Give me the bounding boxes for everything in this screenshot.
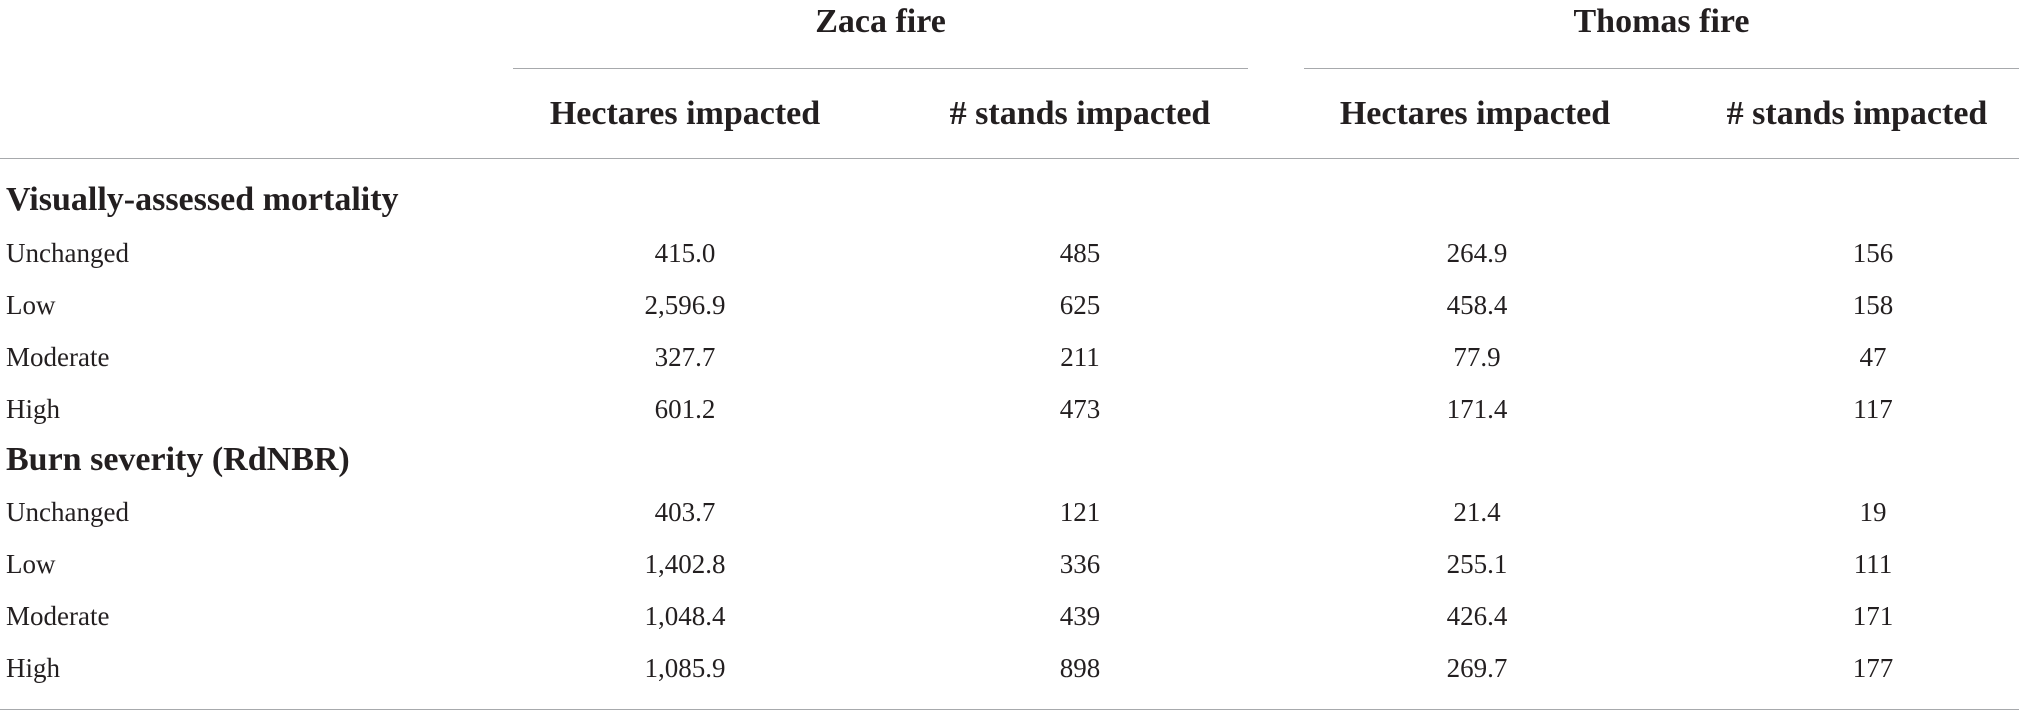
row-label: Low (6, 290, 56, 320)
table-cell: 171 (1852, 601, 1894, 631)
row-label: Moderate (6, 601, 110, 631)
group-header-thomas-fire: Thomas fire (1573, 3, 1750, 40)
table-cell: 211 (1060, 342, 1100, 372)
table-cell: 485 (1059, 238, 1101, 268)
bottom-rule (0, 709, 2019, 710)
table-cell: 19 (1859, 497, 1887, 527)
table-cell: 156 (1852, 238, 1894, 268)
table-cell: 601.2 (654, 394, 716, 424)
table-cell: 111 (1853, 549, 1893, 579)
column-header-zaca-hectares: Hectares impacted (549, 95, 821, 132)
table-cell: 403.7 (654, 497, 716, 527)
group-header-zaca-fire: Zaca fire (815, 3, 946, 40)
row-label: Unchanged (6, 238, 129, 268)
row-label: Low (6, 549, 56, 579)
section-title-visually-assessed-mortality: Visually-assessed mortality (6, 181, 399, 218)
table-cell: 336 (1059, 549, 1101, 579)
column-header-thomas-stands: # stands impacted (1726, 95, 1988, 132)
table-cell: 117 (1853, 394, 1893, 424)
table-cell: 439 (1059, 601, 1101, 631)
row-label: Unchanged (6, 497, 129, 527)
table-cell: 121 (1059, 497, 1101, 527)
table-cell: 625 (1059, 290, 1101, 320)
row-label: Moderate (6, 342, 110, 372)
table-cell: 269.7 (1446, 653, 1508, 683)
table-cell: 158 (1852, 290, 1894, 320)
table-cell: 177 (1852, 653, 1894, 683)
table-cell: 473 (1059, 394, 1101, 424)
table-cell: 1,085.9 (644, 653, 726, 683)
column-header-thomas-hectares: Hectares impacted (1339, 95, 1611, 132)
table-cell: 21.4 (1453, 497, 1501, 527)
table-cell: 415.0 (654, 238, 716, 268)
table-cell: 2,596.9 (644, 290, 726, 320)
row-label: High (6, 394, 60, 424)
table-cell: 426.4 (1446, 601, 1508, 631)
row-label: High (6, 653, 60, 683)
table-cell: 264.9 (1446, 238, 1508, 268)
column-header-zaca-stands: # stands impacted (949, 95, 1211, 132)
table-cell: 1,048.4 (644, 601, 726, 631)
group-rule-zaca-fire (513, 68, 1248, 69)
table-cell: 898 (1059, 653, 1101, 683)
group-rule-thomas-fire (1304, 68, 2019, 69)
table-cell: 77.9 (1453, 342, 1501, 372)
table-cell: 171.4 (1446, 394, 1508, 424)
header-rule (0, 158, 2019, 159)
table-cell: 327.7 (654, 342, 716, 372)
table-cell: 1,402.8 (644, 549, 726, 579)
section-title-burn-severity: Burn severity (RdNBR) (6, 441, 350, 478)
table-cell: 47 (1859, 342, 1887, 372)
table-cell: 458.4 (1446, 290, 1508, 320)
table-cell: 255.1 (1446, 549, 1508, 579)
